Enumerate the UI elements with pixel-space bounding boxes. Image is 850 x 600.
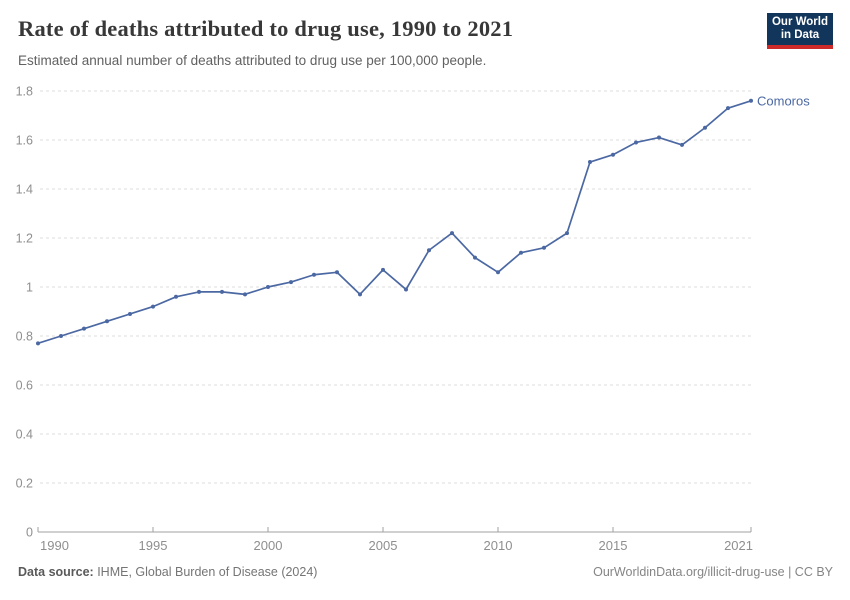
data-point	[358, 292, 362, 297]
data-point	[335, 270, 339, 275]
data-point	[703, 125, 707, 130]
data-point	[151, 304, 155, 309]
chart-subtitle: Estimated annual number of deaths attrib…	[18, 53, 487, 68]
page-title: Rate of deaths attributed to drug use, 1…	[18, 16, 514, 41]
data-point	[450, 231, 454, 236]
data-point	[220, 289, 224, 294]
data-point	[404, 287, 408, 292]
data-point	[657, 135, 661, 140]
y-tick-label: 0.8	[16, 330, 33, 344]
owid-logo-line1: Our World	[771, 16, 828, 28]
owid-logo: Our World in Data	[767, 13, 833, 49]
data-point	[381, 267, 385, 272]
data-source-text: IHME, Global Burden of Disease (2024)	[93, 565, 318, 579]
y-tick-label: 1	[26, 281, 33, 295]
data-point	[634, 140, 638, 145]
data-point	[473, 255, 477, 260]
y-tick-label: 1.2	[16, 232, 33, 246]
x-tick-label: 2015	[599, 538, 628, 553]
data-point	[266, 285, 270, 289]
data-point	[197, 289, 201, 294]
data-point	[59, 334, 63, 338]
data-point	[174, 294, 178, 299]
data-point	[611, 152, 615, 157]
data-point	[496, 270, 500, 275]
data-point	[36, 341, 40, 346]
y-tick-label: 0.2	[16, 477, 33, 491]
license-link: OurWorldinData.org/illicit-drug-use | CC…	[593, 565, 833, 579]
y-tick-label: 0.6	[16, 379, 33, 393]
data-point	[726, 106, 730, 111]
y-tick-label: 0.4	[16, 428, 33, 442]
data-point	[128, 311, 132, 316]
data-point	[243, 292, 247, 297]
x-tick-label: 2000	[254, 538, 283, 553]
data-point	[680, 142, 684, 147]
data-point	[565, 231, 569, 236]
series-label: Comoros	[757, 93, 810, 108]
y-tick-label: 1.4	[16, 183, 33, 197]
x-tick-label: 1995	[139, 538, 168, 553]
x-tick-label: 2021	[724, 538, 753, 553]
y-tick-label: 1.6	[16, 134, 33, 148]
data-point	[542, 245, 546, 250]
data-source: Data source: IHME, Global Burden of Dise…	[18, 565, 317, 579]
comoros-trend-line	[37, 99, 752, 345]
y-tick-label: 1.8	[16, 85, 33, 99]
data-point	[519, 250, 523, 255]
data-point	[82, 326, 86, 331]
y-tick-label: 0	[26, 526, 33, 540]
x-tick-label: 2010	[484, 538, 513, 553]
data-point	[312, 272, 316, 277]
data-source-label: Data source:	[18, 565, 94, 579]
data-point	[427, 248, 431, 253]
data-point	[749, 98, 753, 103]
owid-logo-line2: in Data	[780, 29, 820, 41]
x-tick-label: 1990	[40, 538, 69, 553]
data-point	[289, 280, 293, 285]
x-tick-label: 2005	[369, 538, 398, 553]
data-point	[588, 160, 592, 165]
data-point	[105, 319, 109, 324]
